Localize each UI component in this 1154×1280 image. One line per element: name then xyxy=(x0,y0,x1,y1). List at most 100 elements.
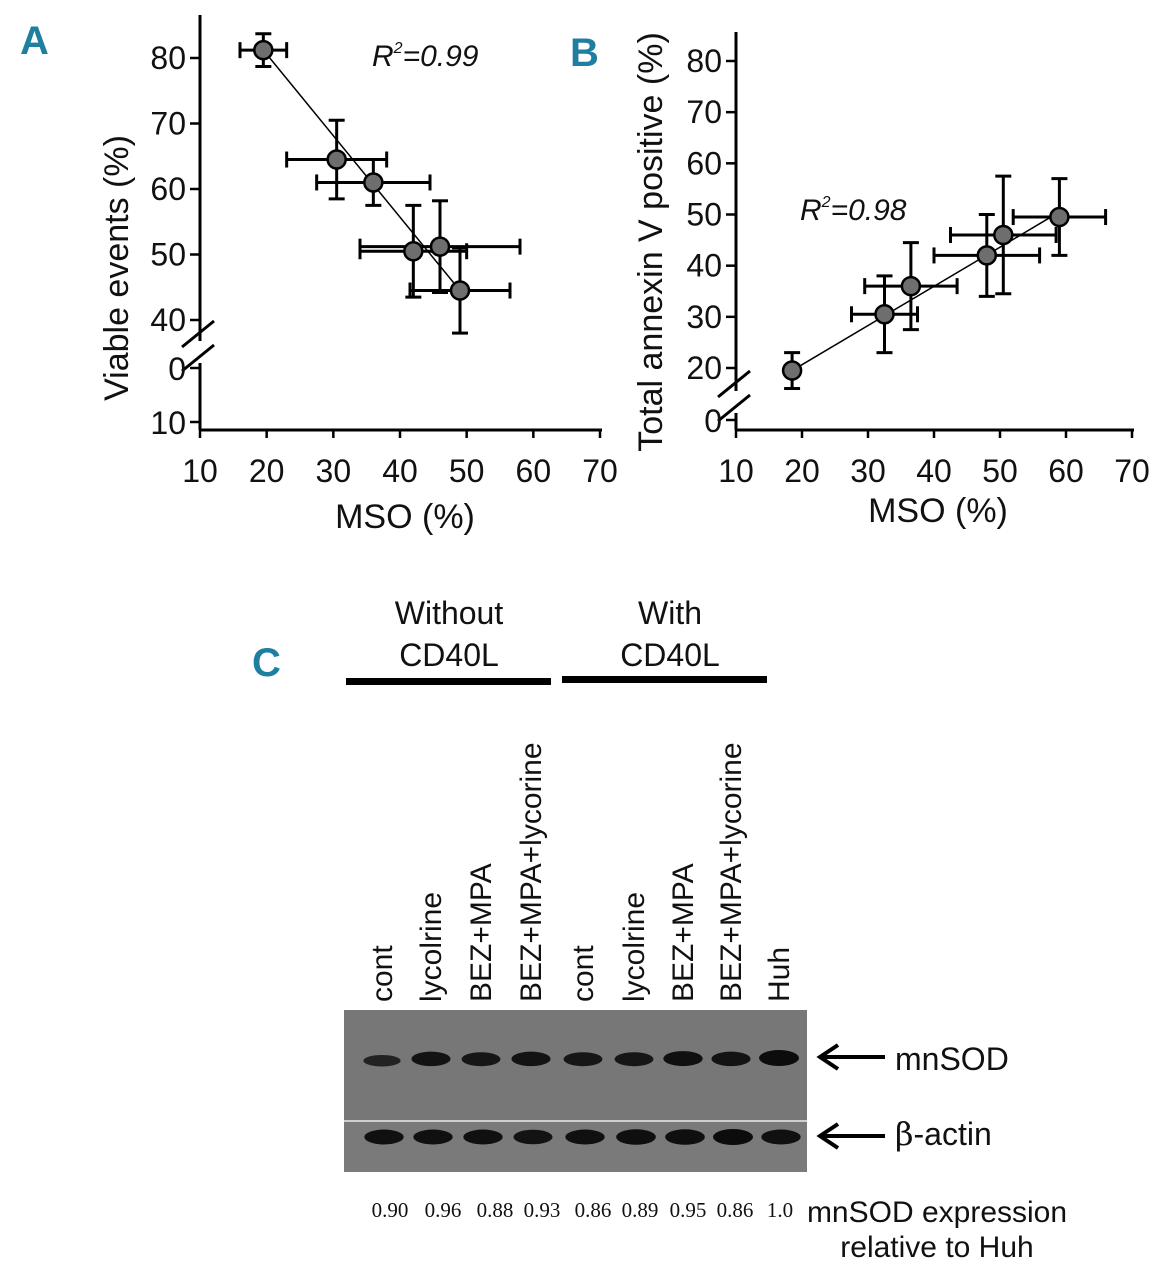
blot-panel: Without CD40L With CD40L cont lycolrine BE… xyxy=(344,595,1067,1264)
group-2-bar xyxy=(562,676,767,683)
group-1-line2: CD40L xyxy=(399,637,499,673)
chart-a-axes xyxy=(181,15,602,432)
actin-arrow xyxy=(816,1122,885,1150)
mnsod-band xyxy=(411,1051,451,1067)
expression-value: 0.95 xyxy=(670,1198,707,1222)
mnsod-band xyxy=(759,1050,799,1066)
chart-b-xtick-label: 10 xyxy=(718,453,754,489)
blot-bands xyxy=(363,1050,801,1145)
mnsod-band xyxy=(663,1051,703,1067)
mnsod-band xyxy=(363,1054,401,1067)
chart-b-data-point xyxy=(1049,206,1070,228)
actin-band xyxy=(513,1129,553,1145)
expression-value: 0.89 xyxy=(622,1198,659,1222)
actin-band xyxy=(761,1129,801,1145)
expression-value: 1.0 xyxy=(767,1198,793,1222)
chart-a-ytick-label: 70 xyxy=(150,106,186,142)
chart-a-ytick-label: 40 xyxy=(150,302,186,338)
group-2-line1: With xyxy=(638,595,702,631)
chart-a-points xyxy=(253,39,471,301)
chart-b-data-point xyxy=(993,224,1014,246)
chart-a-data-point xyxy=(449,280,471,301)
chart-b-r2: R2=0.98 xyxy=(800,194,907,227)
actin-label: β-actin xyxy=(895,1115,992,1153)
chart-b-data-point xyxy=(781,360,803,381)
group-2-line2: CD40L xyxy=(620,637,720,673)
chart-b-data-point xyxy=(976,245,998,266)
chart-b-ticks: 10 20 30 40 50 60 70 20 30 40 50 60 70 80 0 xyxy=(686,43,1149,489)
chart-a-ytick-label: 60 xyxy=(150,171,186,207)
chart-a-xlabel: MSO (%) xyxy=(335,498,475,536)
chart-a-data-point xyxy=(429,236,451,257)
actin-band xyxy=(665,1129,705,1145)
actin-label-text: -actin xyxy=(914,1116,992,1152)
mnsod-arrow xyxy=(816,1043,885,1071)
lane-label: lycolrine xyxy=(415,892,448,1002)
lane-label: cont xyxy=(567,945,600,1002)
actin-band xyxy=(364,1129,404,1145)
chart-a-data-point xyxy=(326,149,347,170)
actin-band xyxy=(713,1129,753,1145)
chart-a-data-point xyxy=(253,39,274,61)
chart-a-fit-line xyxy=(262,49,461,291)
actin-label-greek: β xyxy=(895,1115,914,1153)
values-label-line1: mnSOD expression xyxy=(807,1196,1067,1229)
chart-b-ytick-label: 30 xyxy=(686,299,722,335)
expression-value: 0.96 xyxy=(425,1198,462,1222)
chart-b-ytick-label: 60 xyxy=(686,145,722,181)
chart-a-ytick-label: 50 xyxy=(150,237,186,273)
group-1-line1: Without xyxy=(395,595,504,631)
chart-b-xtick-label: 60 xyxy=(1048,453,1084,489)
chart-a-r2-value: =0.99 xyxy=(403,40,479,73)
lane-label: lycolrine xyxy=(618,892,651,1002)
expression-values: 0.90 0.96 0.88 0.93 0.86 0.89 0.95 0.86 1.0 xyxy=(372,1198,794,1222)
chart-b-data-point xyxy=(900,275,922,297)
chart-a-ybreak-tick-label: 0 xyxy=(168,351,186,387)
chart-a-r2-sup: 2 xyxy=(393,40,403,57)
chart-a-xtick-label: 20 xyxy=(249,453,285,489)
mnsod-band xyxy=(563,1052,603,1067)
chart-b-xtick-label: 20 xyxy=(784,453,820,489)
actin-band xyxy=(565,1129,605,1145)
chart-a-r2: R2=0.99 xyxy=(372,40,479,73)
chart-a: 10 20 30 40 50 60 70 40 50 60 70 80 0 10 MSO (%) Viab… xyxy=(98,15,618,536)
chart-b-r2-sup: 2 xyxy=(821,194,831,211)
mnsod-band xyxy=(511,1051,551,1067)
chart-b-fit-line xyxy=(791,211,1060,372)
chart-a-xtick-label: 40 xyxy=(382,453,418,489)
chart-b-data-point xyxy=(874,304,895,325)
chart-a-xtick-label: 60 xyxy=(516,453,552,489)
chart-a-break-mark-1 xyxy=(181,319,215,349)
actin-band xyxy=(463,1129,503,1145)
chart-a-ytick-label: 80 xyxy=(150,40,186,76)
chart-b-break-mark-2 xyxy=(717,393,751,423)
lane-label: BEZ+MPA+lycorine xyxy=(715,742,748,1002)
expression-value: 0.90 xyxy=(372,1198,409,1222)
chart-b: 10 20 30 40 50 60 70 20 30 40 50 60 70 80 0 MSO (%) To… xyxy=(632,32,1150,530)
actin-band xyxy=(413,1129,453,1145)
chart-b-fit xyxy=(791,211,1060,372)
chart-a-xtick-label: 10 xyxy=(182,453,218,489)
chart-a-ticks: 10 20 30 40 50 60 70 40 50 60 70 80 0 10 xyxy=(150,40,617,489)
chart-b-points xyxy=(781,206,1070,381)
values-label-line2: relative to Huh xyxy=(840,1231,1033,1264)
panel-c-letter: C xyxy=(252,641,281,685)
lane-label: Huh xyxy=(763,947,796,1002)
chart-b-ylabel: Total annexin V positive (%) xyxy=(632,32,670,452)
group-1-bar xyxy=(346,678,551,685)
chart-b-xtick-label: 70 xyxy=(1114,453,1150,489)
chart-b-r2-value: =0.98 xyxy=(831,194,907,227)
chart-b-axes xyxy=(717,32,1134,432)
chart-b-ytick-label: 50 xyxy=(686,197,722,233)
expression-value: 0.86 xyxy=(717,1198,754,1222)
panel-b-letter: B xyxy=(570,31,599,75)
chart-a-data-point xyxy=(363,172,384,193)
chart-a-fit xyxy=(262,49,461,291)
mnsod-band xyxy=(614,1052,654,1067)
expression-value: 0.88 xyxy=(477,1198,514,1222)
lane-label: cont xyxy=(366,945,399,1002)
expression-value: 0.86 xyxy=(575,1198,612,1222)
chart-b-xtick-label: 30 xyxy=(850,453,886,489)
chart-a-ylabel: Viable events (%) xyxy=(98,135,136,401)
